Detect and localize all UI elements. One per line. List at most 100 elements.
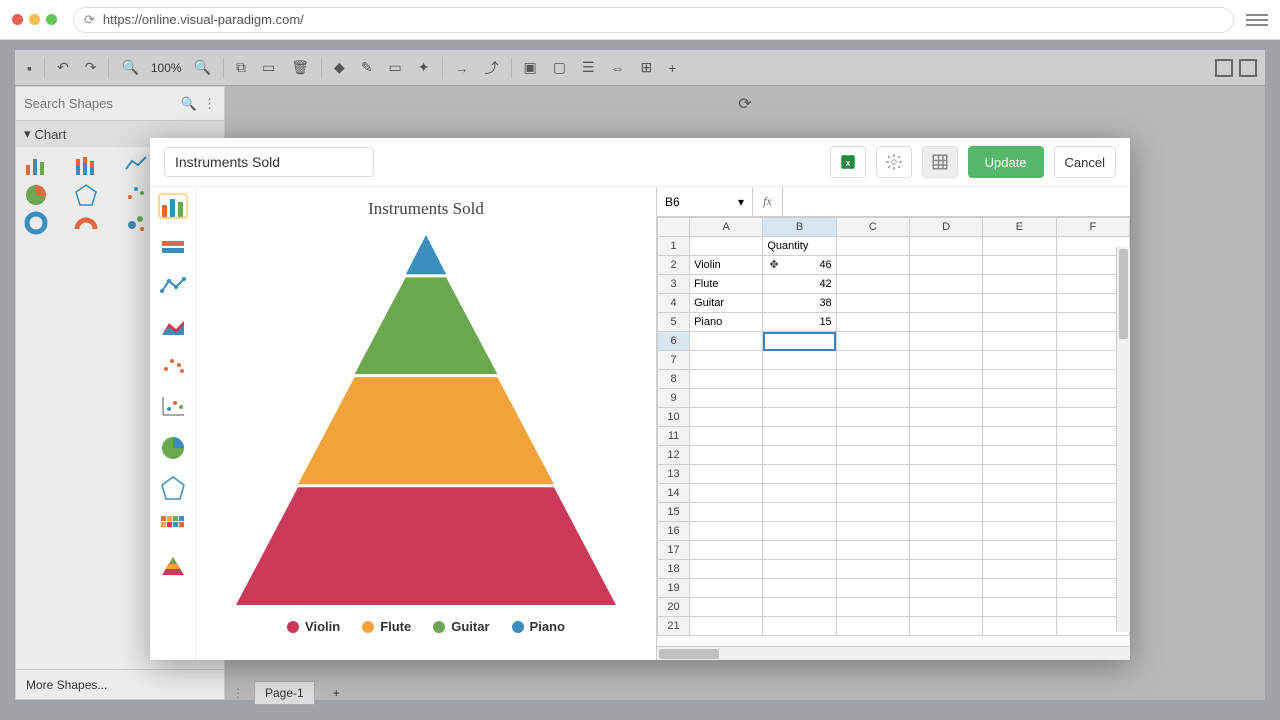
vertical-scrollbar[interactable] — [1116, 247, 1130, 632]
scatter-chart-icon[interactable] — [124, 183, 148, 203]
cell[interactable] — [910, 446, 983, 465]
cell[interactable]: 15 — [763, 313, 836, 332]
cell[interactable] — [983, 465, 1056, 484]
col-header[interactable]: F — [1056, 218, 1129, 237]
cell[interactable] — [910, 256, 983, 275]
donut-chart-icon[interactable] — [24, 211, 48, 231]
cell[interactable] — [983, 560, 1056, 579]
cell[interactable] — [910, 237, 983, 256]
cell[interactable] — [690, 427, 763, 446]
copy-icon[interactable]: ⧉ — [232, 57, 250, 78]
address-bar[interactable]: ⟳ https://online.visual-paradigm.com/ — [73, 7, 1234, 33]
shape-icon[interactable]: ▭ — [385, 57, 406, 78]
horizontal-scrollbar[interactable] — [657, 646, 1130, 660]
row-header[interactable]: 8 — [658, 370, 690, 389]
col-header[interactable]: B — [763, 218, 836, 237]
cell[interactable] — [836, 579, 909, 598]
waypoint-icon[interactable]: ⤴ — [481, 56, 503, 80]
type-scatter-icon[interactable] — [160, 355, 186, 377]
row-header[interactable]: 6 — [658, 332, 690, 351]
cell[interactable] — [910, 408, 983, 427]
cell[interactable] — [983, 446, 1056, 465]
cell[interactable] — [690, 522, 763, 541]
add-icon[interactable]: + — [664, 58, 680, 78]
hamburger-icon[interactable] — [1246, 14, 1268, 26]
front-icon[interactable]: ▣ — [520, 57, 541, 78]
cell[interactable] — [983, 294, 1056, 313]
panel-toggle-1-icon[interactable] — [1215, 59, 1233, 77]
cell[interactable] — [763, 503, 836, 522]
cell[interactable] — [836, 598, 909, 617]
cell[interactable]: 38 — [763, 294, 836, 313]
cell[interactable] — [910, 560, 983, 579]
cell[interactable] — [836, 465, 909, 484]
cell[interactable] — [910, 313, 983, 332]
type-heatmap-icon[interactable] — [160, 515, 186, 537]
cell[interactable] — [763, 579, 836, 598]
row-header[interactable]: 18 — [658, 560, 690, 579]
cell[interactable]: 42 — [763, 275, 836, 294]
cell[interactable] — [983, 408, 1056, 427]
cell[interactable] — [690, 446, 763, 465]
redo-icon[interactable]: ↷ — [81, 57, 101, 78]
cell[interactable]: Guitar — [690, 294, 763, 313]
stacked-bar-icon[interactable] — [74, 155, 98, 175]
paste-icon[interactable]: ▭ — [258, 57, 279, 78]
cell[interactable] — [763, 484, 836, 503]
cell[interactable] — [836, 522, 909, 541]
maximize-icon[interactable] — [46, 14, 57, 25]
align-icon[interactable]: ☰ — [578, 57, 599, 78]
style-icon[interactable]: ✦ — [414, 57, 434, 78]
cell[interactable]: Piano — [690, 313, 763, 332]
cell[interactable]: Violin — [690, 256, 763, 275]
cell[interactable] — [763, 351, 836, 370]
cell[interactable] — [836, 294, 909, 313]
row-header[interactable]: 16 — [658, 522, 690, 541]
cell[interactable] — [763, 560, 836, 579]
group-icon[interactable]: ⊞ — [637, 57, 657, 78]
cell[interactable] — [983, 427, 1056, 446]
type-area-icon[interactable] — [160, 315, 186, 337]
row-header[interactable]: 10 — [658, 408, 690, 427]
cell[interactable] — [910, 427, 983, 446]
type-line-icon[interactable] — [160, 275, 186, 297]
cell[interactable] — [763, 370, 836, 389]
cell[interactable] — [983, 313, 1056, 332]
cell[interactable]: Flute — [690, 275, 763, 294]
row-header[interactable]: 15 — [658, 503, 690, 522]
cell[interactable] — [910, 484, 983, 503]
row-header[interactable]: 11 — [658, 427, 690, 446]
connector-icon[interactable]: → — [451, 58, 473, 78]
cell[interactable] — [836, 389, 909, 408]
row-header[interactable]: 17 — [658, 541, 690, 560]
cell[interactable] — [910, 275, 983, 294]
settings-button[interactable] — [876, 146, 912, 178]
cell[interactable] — [910, 598, 983, 617]
cell[interactable] — [836, 313, 909, 332]
cell[interactable] — [983, 579, 1056, 598]
row-header[interactable]: 9 — [658, 389, 690, 408]
cell[interactable] — [763, 522, 836, 541]
undo-icon[interactable]: ↶ — [53, 57, 73, 78]
cell[interactable] — [763, 446, 836, 465]
cell-reference[interactable]: B6 ▾ — [657, 187, 753, 216]
page-tab-1[interactable]: Page-1 — [254, 681, 315, 705]
add-page-button[interactable]: + — [325, 682, 348, 704]
col-header[interactable]: C — [836, 218, 909, 237]
cell[interactable] — [763, 389, 836, 408]
cell[interactable] — [836, 503, 909, 522]
panel-toggle-2-icon[interactable] — [1239, 59, 1257, 77]
reload-icon[interactable]: ⟳ — [84, 12, 95, 28]
type-radar-icon[interactable] — [160, 475, 186, 497]
chart-title-input[interactable] — [164, 147, 374, 177]
cell[interactable] — [836, 332, 909, 351]
cancel-button[interactable]: Cancel — [1054, 146, 1116, 178]
cell[interactable] — [983, 332, 1056, 351]
row-header[interactable]: 12 — [658, 446, 690, 465]
cell[interactable] — [690, 541, 763, 560]
type-column-icon[interactable] — [160, 195, 186, 217]
cell[interactable] — [690, 598, 763, 617]
cell[interactable] — [836, 408, 909, 427]
cell[interactable] — [910, 389, 983, 408]
pie-chart-icon[interactable] — [24, 183, 48, 203]
